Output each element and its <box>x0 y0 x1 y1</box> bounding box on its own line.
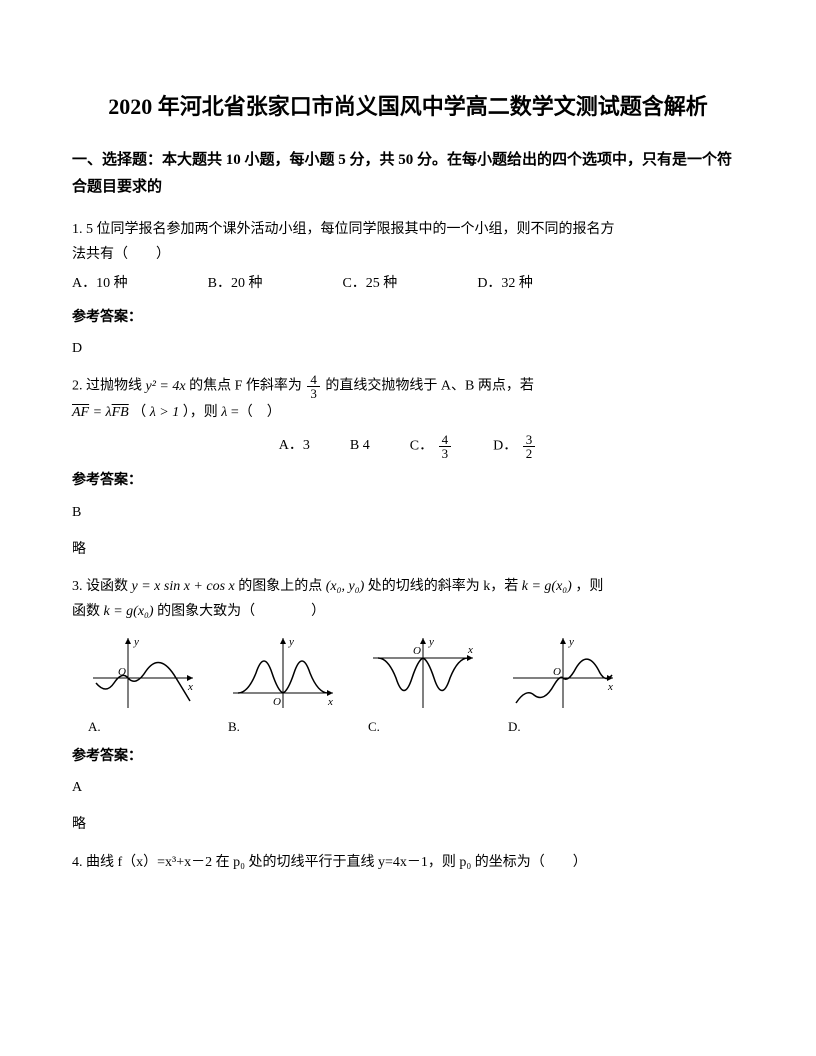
graph-d-label: D. <box>508 715 521 738</box>
svg-text:y: y <box>568 636 574 648</box>
svg-text:O: O <box>553 666 561 678</box>
svg-text:x: x <box>187 681 193 693</box>
section-header: 一、选择题：本大题共 10 小题，每小题 5 分，共 50 分。在每小题给出的四… <box>72 147 744 201</box>
q3-line2: 函数 k = g(x₀) 的图象大致为（ ） <box>72 599 744 624</box>
q2-f2-mid: = λ <box>89 405 112 420</box>
q2-opt-d-num: 3 <box>523 433 536 447</box>
q3-text-e: 函数 <box>72 604 100 619</box>
q1-opt-b: B．20 种 <box>208 271 263 296</box>
q2-text-d: （ <box>132 405 146 420</box>
q2-opt-d-frac: 3 2 <box>523 433 536 460</box>
q1-answer: D <box>72 336 744 361</box>
q3-formula3: k = g(x₀) <box>522 574 572 599</box>
graph-b-label: B. <box>228 715 240 738</box>
q2-opt-c-pre: C． <box>410 439 433 454</box>
q2-opt-d-den: 2 <box>523 447 536 460</box>
graph-a: x y O <box>88 633 198 713</box>
q3-formula4: k = g(x₀) <box>104 599 154 624</box>
q1-answer-label: 参考答案： <box>72 305 744 330</box>
svg-text:O: O <box>273 696 281 708</box>
svg-text:y: y <box>428 636 434 648</box>
svg-text:O: O <box>413 645 421 657</box>
q3-answer-label: 参考答案： <box>72 744 744 769</box>
q3-formula2: (x₀, y₀) <box>326 574 365 599</box>
graph-b-item: x y O B. <box>228 633 338 738</box>
q2-opt-c-den: 3 <box>439 447 452 460</box>
q3-formula1: y = x sin x + cos x <box>132 574 235 599</box>
q1-text-b: 法共有（ ） <box>72 242 744 267</box>
graph-d-item: x y O D. <box>508 633 618 738</box>
q1-opt-a: A．10 种 <box>72 271 128 296</box>
graph-d: x y O <box>508 633 618 713</box>
q3-line1: 3. 设函数 y = x sin x + cos x 的图象上的点 (x₀, y… <box>72 574 744 599</box>
q2-formula2: AF = λFB <box>72 400 129 425</box>
q3-text-b: 的图象上的点 <box>238 579 322 594</box>
q2-formula3: λ > 1 <box>150 400 180 425</box>
q2-frac1-den: 3 <box>307 387 320 400</box>
q1-text-a: 1. 5 位同学报名参加两个课外活动小组，每位同学限报其中的一个小组，则不同的报… <box>72 217 744 242</box>
q2-opt-d-pre: D． <box>493 439 517 454</box>
graph-b: x y O <box>228 633 338 713</box>
q3-graphs: x y O A. x y O B. <box>88 633 744 738</box>
q2-formula1: y² = 4x <box>146 374 186 399</box>
q2-opt-b: B 4 <box>350 433 370 460</box>
q3-text-c: 处的切线的斜率为 k，若 <box>368 579 519 594</box>
svg-text:x: x <box>467 644 473 656</box>
question-1: 1. 5 位同学报名参加两个课外活动小组，每位同学限报其中的一个小组，则不同的报… <box>72 217 744 361</box>
svg-text:y: y <box>288 636 294 648</box>
q4-text: 4. 曲线 f（x）=x³+x－2 在 p₀ 处的切线平行于直线 y=4x－1，… <box>72 855 587 870</box>
page-title: 2020 年河北省张家口市尚义国风中学高二数学文测试题含解析 <box>72 90 744 123</box>
q3-answer: A <box>72 775 744 800</box>
question-3: 3. 设函数 y = x sin x + cos x 的图象上的点 (x₀, y… <box>72 574 744 838</box>
graph-a-item: x y O A. <box>88 633 198 738</box>
q2-f2-right: FB <box>112 405 129 420</box>
q3-text-d: ，则 <box>575 579 603 594</box>
q2-frac1: 4 3 <box>307 373 320 400</box>
q2-text-e: ），则 <box>183 405 218 420</box>
svg-text:y: y <box>133 636 139 648</box>
q2-opt-c-num: 4 <box>439 433 452 447</box>
graph-a-label: A. <box>88 715 101 738</box>
svg-text:x: x <box>607 681 613 693</box>
q3-text-a: 3. 设函数 <box>72 579 128 594</box>
q2-text-a: 2. 过抛物线 <box>72 379 142 394</box>
q1-opt-d: D．32 种 <box>477 271 533 296</box>
question-4: 4. 曲线 f（x）=x³+x－2 在 p₀ 处的切线平行于直线 y=4x－1，… <box>72 850 744 875</box>
q2-answer: B <box>72 500 744 525</box>
q2-options: A．3 B 4 C． 4 3 D． 3 2 <box>72 433 744 460</box>
q2-opt-d: D． 3 2 <box>493 433 537 460</box>
q2-frac1-num: 4 <box>307 373 320 387</box>
graph-c: x y O <box>368 633 478 713</box>
question-2: 2. 过抛物线 y² = 4x 的焦点 F 作斜率为 4 3 的直线交抛物线于 … <box>72 373 744 562</box>
q2-text-b: 的焦点 F 作斜率为 <box>189 379 302 394</box>
q3-text-f: 的图象大致为（ ） <box>157 604 325 619</box>
svg-text:x: x <box>327 696 333 708</box>
q1-options: A．10 种 B．20 种 C．25 种 D．32 种 <box>72 271 744 296</box>
q2-formula4: λ <box>221 400 227 425</box>
q1-opt-c: C．25 种 <box>342 271 397 296</box>
graph-c-label: C. <box>368 715 380 738</box>
q2-line1: 2. 过抛物线 y² = 4x 的焦点 F 作斜率为 4 3 的直线交抛物线于 … <box>72 373 744 400</box>
q2-line2: AF = λFB （ λ > 1 ），则 λ =（ ） <box>72 400 744 425</box>
graph-c-item: x y O C. <box>368 633 478 738</box>
q2-text-c: 的直线交抛物线于 A、B 两点，若 <box>325 379 533 394</box>
q2-opt-c-frac: 4 3 <box>439 433 452 460</box>
q2-f2-left: AF <box>72 405 89 420</box>
q2-opt-a: A．3 <box>279 433 310 460</box>
q2-note: 略 <box>72 537 744 562</box>
q2-opt-c: C． 4 3 <box>410 433 453 460</box>
q3-note: 略 <box>72 812 744 837</box>
q2-answer-label: 参考答案： <box>72 468 744 493</box>
q2-text-f: =（ ） <box>231 405 281 420</box>
